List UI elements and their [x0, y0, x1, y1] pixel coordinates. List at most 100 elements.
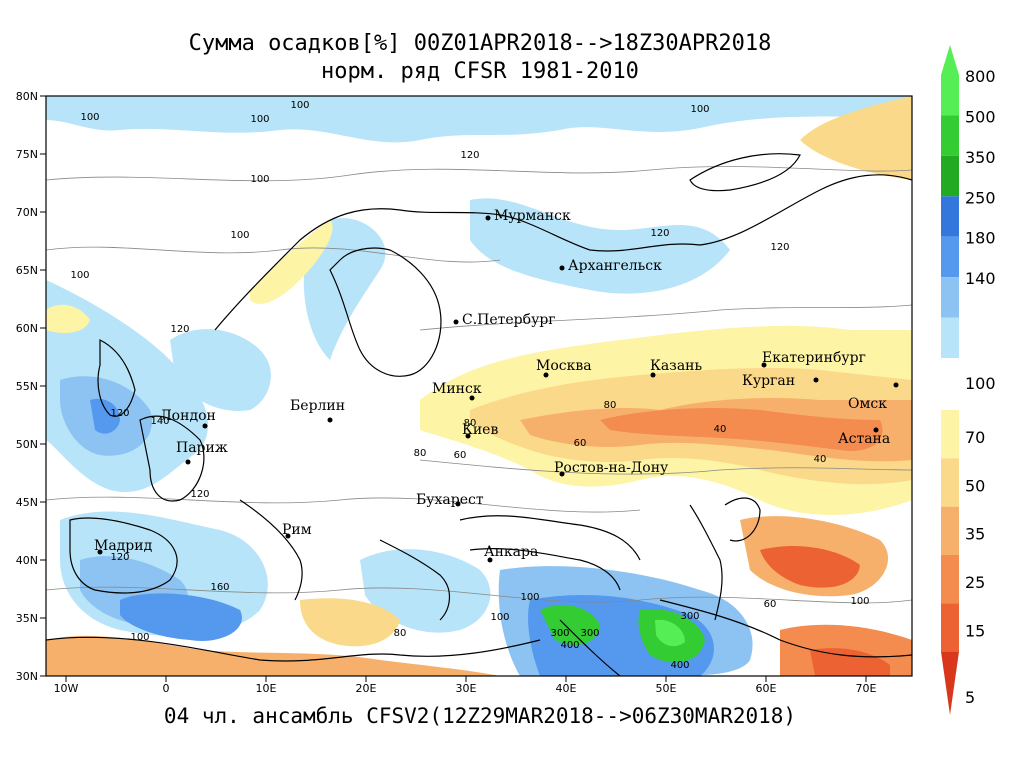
contour-value: 120	[110, 408, 129, 419]
contour-value: 120	[770, 242, 789, 253]
contour-value: 100	[70, 270, 89, 281]
lon-label: 10W	[54, 682, 79, 695]
contour-value: 60	[764, 599, 777, 610]
latitude-labels: 80N 75N 70N 65N 60N 55N 50N 45N 40N 35N 30N	[16, 90, 46, 683]
contour-value: 100	[250, 114, 269, 125]
city-label: Париж	[176, 440, 228, 456]
colorbar-swatch	[941, 317, 959, 358]
map-title: Сумма осадков[%] 00Z01APR2018-->18Z30APR…	[188, 31, 772, 56]
colorbar-arrow-bottom	[941, 651, 959, 715]
contour-value-labels: 100 100 100 120 100 100 120 100 120 140 120 160 100 3…	[70, 100, 869, 671]
colorbar-label: 350	[965, 148, 996, 167]
city-dot	[761, 362, 767, 368]
lon-label: 70E	[856, 682, 877, 695]
ensemble-caption: 04 чл. ансамбль CFSV2(12Z29MAR2018-->06Z…	[163, 704, 797, 728]
contour-value: 100	[250, 174, 269, 185]
city-label: Берлин	[290, 398, 345, 414]
colorbar-swatch	[941, 115, 959, 156]
colorbar-swatch	[941, 155, 959, 197]
city-dot	[185, 459, 191, 465]
contour-value: 120	[170, 324, 189, 335]
city-label: Ростов-на-Дону	[554, 460, 669, 476]
contour-value: 80	[414, 448, 427, 459]
city-dot	[559, 265, 565, 271]
city-label: Екатеринбург	[762, 350, 866, 366]
contour-value: 300	[580, 628, 599, 639]
city-label: Курган	[742, 373, 795, 389]
contour-value: 80	[604, 400, 617, 411]
city-labels: Мурманск Архангельск С.Петербург Москва Каза…	[94, 208, 899, 563]
colorbar-swatch	[941, 277, 959, 318]
city-dot	[487, 557, 493, 563]
city-label: Лондон	[160, 408, 216, 424]
colorbar-arrow-top	[941, 45, 959, 75]
map-subtitle: норм. ряд CFSR 1981-2010	[321, 59, 639, 84]
contour-value: 100	[80, 112, 99, 123]
colorbar-swatch	[941, 410, 959, 459]
city-label: Астана	[838, 431, 890, 447]
city-label: Омск	[848, 396, 887, 412]
colorbar-upper: 800 500 350 250 180 140	[941, 45, 996, 358]
lon-label: 30E	[456, 682, 477, 695]
colorbar-swatch	[941, 603, 959, 652]
city-label: С.Петербург	[462, 312, 556, 328]
colorbar-swatch	[941, 75, 959, 116]
city-dot	[327, 417, 333, 423]
city-label: Минск	[432, 381, 482, 397]
contour-value: 100	[230, 230, 249, 241]
city-dot	[559, 471, 565, 477]
city-label: Бухарест	[416, 492, 484, 508]
colorbar-label: 70	[965, 428, 985, 447]
city-label: Киев	[462, 422, 498, 438]
contour-value: 160	[210, 582, 229, 593]
map-fields	[46, 96, 912, 676]
colorbar-label-middle: 100	[965, 374, 996, 393]
colorbar-label: 500	[965, 107, 996, 126]
coastlines	[46, 153, 912, 676]
lat-label: 75N	[16, 148, 38, 161]
contour-value: 100	[520, 592, 539, 603]
contour-value: 120	[460, 150, 479, 161]
city-label: Казань	[650, 358, 702, 374]
lon-label: 10E	[256, 682, 277, 695]
longitude-labels: 10W 0 10E 20E 30E 40E 50E 60E 70E	[54, 676, 877, 695]
city-dot	[543, 372, 549, 378]
colorbar-swatch	[941, 236, 959, 278]
lat-label: 35N	[16, 612, 38, 625]
city-label: Мадрид	[94, 538, 153, 554]
lat-label: 65N	[16, 264, 38, 277]
city-dot	[485, 215, 491, 221]
contour-value: 40	[714, 424, 727, 435]
lon-label: 60E	[756, 682, 777, 695]
contour-value: 140	[150, 416, 169, 427]
city-label: Анкара	[484, 544, 538, 560]
contour-value: 100	[130, 632, 149, 643]
city-label: Мурманск	[494, 208, 571, 224]
lat-label: 30N	[16, 670, 38, 683]
colorbar-label: 140	[965, 269, 996, 288]
contour-value: 300	[550, 628, 569, 639]
contour-value: 100	[690, 104, 709, 115]
city-label: Рим	[282, 522, 312, 538]
lon-label: 0	[163, 682, 170, 695]
city-dot	[650, 372, 656, 378]
contour-value: 120	[650, 228, 669, 239]
city-dot	[469, 395, 475, 401]
city-dot	[455, 501, 461, 507]
contour-value: 100	[290, 100, 309, 111]
contour-value: 60	[574, 438, 587, 449]
lat-label: 80N	[16, 90, 38, 103]
lon-label: 40E	[556, 682, 577, 695]
colorbar-label: 800	[965, 67, 996, 86]
colorbar-swatch	[941, 506, 959, 555]
contour-value: 400	[670, 660, 689, 671]
city-dot	[813, 377, 819, 383]
city-dot	[873, 427, 879, 433]
contour-value: 120	[190, 489, 209, 500]
city-label: Архангельск	[568, 258, 662, 274]
city-label: Москва	[536, 358, 592, 374]
city-dot	[285, 533, 291, 539]
colorbar-lower: 70 50 35 25 15 5	[941, 410, 985, 715]
lat-label: 45N	[16, 496, 38, 509]
contour-value: 300	[680, 611, 699, 622]
